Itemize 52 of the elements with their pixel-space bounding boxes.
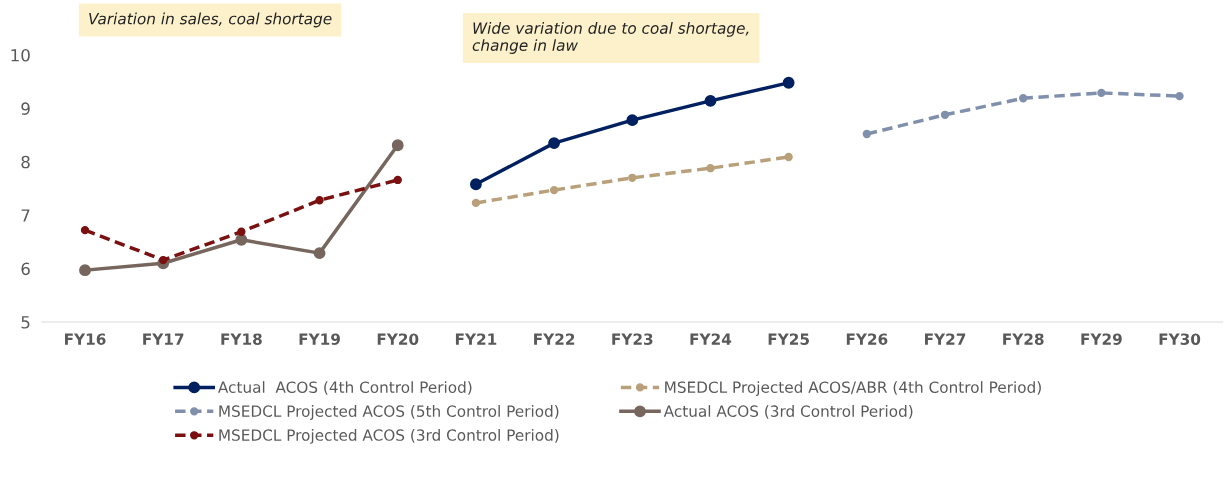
point bbox=[470, 178, 482, 191]
x-tick-label: FY16 bbox=[65, 333, 106, 345]
legend-label: Actual ACOS (4th Control Period) bbox=[218, 381, 472, 395]
x-tick-label: FY25 bbox=[768, 333, 809, 345]
point bbox=[548, 137, 560, 150]
y-tick-label: 5 bbox=[21, 316, 30, 329]
point bbox=[391, 139, 404, 152]
text: Variation in sales, coal shortage bbox=[89, 12, 332, 28]
legend-label: Actual ACOS (3rd Control Period) bbox=[663, 405, 913, 419]
point bbox=[80, 225, 90, 235]
point bbox=[235, 233, 248, 246]
y-tick-label: 6 bbox=[21, 262, 30, 276]
x-tick-label: FY28 bbox=[1003, 333, 1044, 345]
legend-label: MSEDCL Projected ACOS (5th Control Period) bbox=[219, 405, 559, 420]
x-tick-label: FY29 bbox=[1081, 333, 1122, 345]
point bbox=[940, 110, 950, 119]
point bbox=[784, 152, 793, 162]
y-tick-label: 9 bbox=[21, 102, 30, 115]
point bbox=[237, 227, 246, 236]
point bbox=[393, 175, 402, 185]
x-tick-label: FY18 bbox=[221, 333, 262, 345]
x-tick-label: FY30 bbox=[1159, 333, 1201, 345]
x-tick-label: FY24 bbox=[690, 333, 732, 345]
point bbox=[706, 164, 715, 173]
point bbox=[471, 198, 481, 208]
x-tick-label: FY27 bbox=[925, 333, 966, 345]
legend-label: MSEDCL Projected ACOS (3rd Control Period) bbox=[219, 429, 559, 444]
point bbox=[782, 76, 795, 89]
y-tick-label: 8 bbox=[21, 155, 30, 169]
x-tick-label: FY19 bbox=[299, 333, 340, 345]
x-tick-label: FY17 bbox=[143, 333, 184, 345]
point bbox=[1175, 91, 1184, 101]
x-tick-label: FY20 bbox=[377, 333, 419, 345]
text: Wide variation due to coal shortage, change in law bbox=[472, 22, 749, 54]
y-tick-label: 10 bbox=[11, 48, 30, 62]
legend-label: MSEDCL Projected ACOS/ABR (4th Control Period) bbox=[665, 381, 1041, 396]
point bbox=[1097, 88, 1106, 98]
point bbox=[862, 129, 871, 139]
y-tick-label: 7 bbox=[21, 209, 30, 222]
point bbox=[626, 114, 639, 127]
point bbox=[315, 196, 324, 205]
point bbox=[1019, 94, 1028, 103]
x-tick-label: FY21 bbox=[455, 333, 497, 345]
point bbox=[704, 95, 717, 107]
x-tick-label: FY23 bbox=[612, 333, 653, 345]
x-tick-label: FY22 bbox=[534, 333, 575, 345]
x-tick-label: FY26 bbox=[846, 333, 888, 345]
point bbox=[313, 247, 326, 260]
point bbox=[549, 185, 559, 195]
point bbox=[628, 173, 637, 182]
point bbox=[79, 264, 91, 277]
point bbox=[159, 255, 168, 265]
